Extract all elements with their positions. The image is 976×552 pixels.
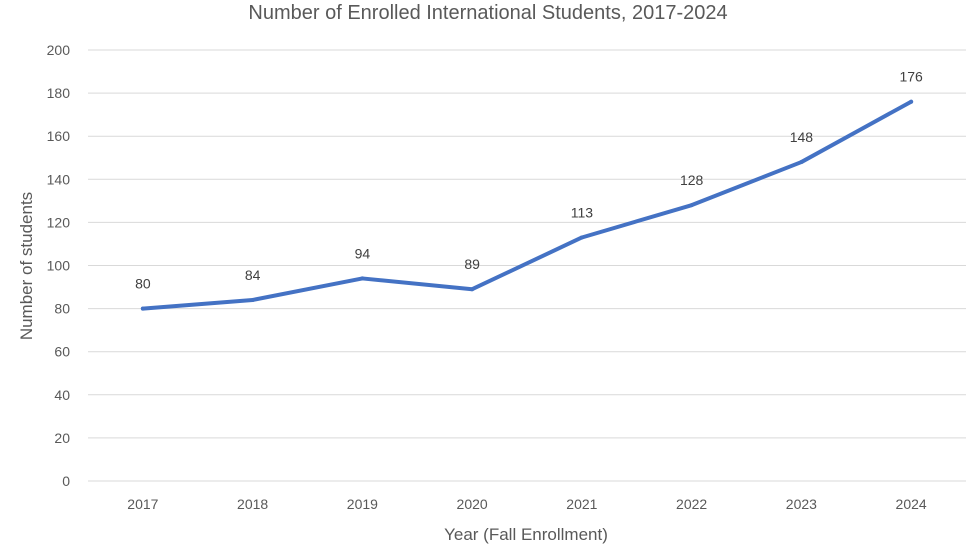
data-label: 89 xyxy=(464,256,480,272)
series-line xyxy=(140,99,914,311)
chart-title: Number of Enrolled International Student… xyxy=(248,2,727,24)
x-axis-ticks: 2017 2018 2019 2020 2021 2022 2023 2024 xyxy=(127,496,927,512)
y-axis-title: Number of students xyxy=(17,192,36,340)
data-point xyxy=(250,297,255,302)
data-label: 128 xyxy=(680,172,704,188)
x-tick-label: 2019 xyxy=(347,496,378,512)
y-tick-label: 200 xyxy=(47,42,71,58)
x-tick-label: 2020 xyxy=(457,496,488,512)
y-tick-label: 100 xyxy=(47,258,71,274)
data-label: 176 xyxy=(899,69,923,85)
x-tick-label: 2021 xyxy=(566,496,597,512)
y-tick-label: 140 xyxy=(47,171,71,187)
x-tick-label: 2018 xyxy=(237,496,268,512)
y-tick-label: 60 xyxy=(54,344,70,360)
data-label: 84 xyxy=(245,267,261,283)
y-axis-ticks: 0 20 40 60 80 100 120 140 160 180 200 xyxy=(47,42,71,489)
x-tick-label: 2022 xyxy=(676,496,707,512)
y-tick-label: 160 xyxy=(47,128,71,144)
data-label: 94 xyxy=(355,245,371,261)
data-label: 148 xyxy=(790,129,814,145)
y-tick-label: 0 xyxy=(62,473,70,489)
data-labels: 80 84 94 89 113 128 148 176 xyxy=(135,69,923,292)
x-tick-label: 2017 xyxy=(127,496,158,512)
y-tick-label: 180 xyxy=(47,85,71,101)
y-tick-label: 80 xyxy=(54,301,70,317)
data-point xyxy=(689,203,694,208)
data-point xyxy=(470,287,475,292)
y-tick-label: 20 xyxy=(54,430,70,446)
x-tick-label: 2023 xyxy=(786,496,817,512)
x-axis-title: Year (Fall Enrollment) xyxy=(444,525,608,544)
data-point xyxy=(579,235,584,240)
y-tick-label: 120 xyxy=(47,214,71,230)
y-tick-label: 40 xyxy=(54,387,70,403)
data-point xyxy=(799,160,804,165)
data-label: 113 xyxy=(571,204,594,220)
series-group xyxy=(140,99,914,311)
data-label: 80 xyxy=(135,276,151,292)
data-point xyxy=(360,276,365,281)
x-tick-label: 2024 xyxy=(896,496,927,512)
data-point xyxy=(140,306,145,311)
data-point xyxy=(909,99,914,104)
